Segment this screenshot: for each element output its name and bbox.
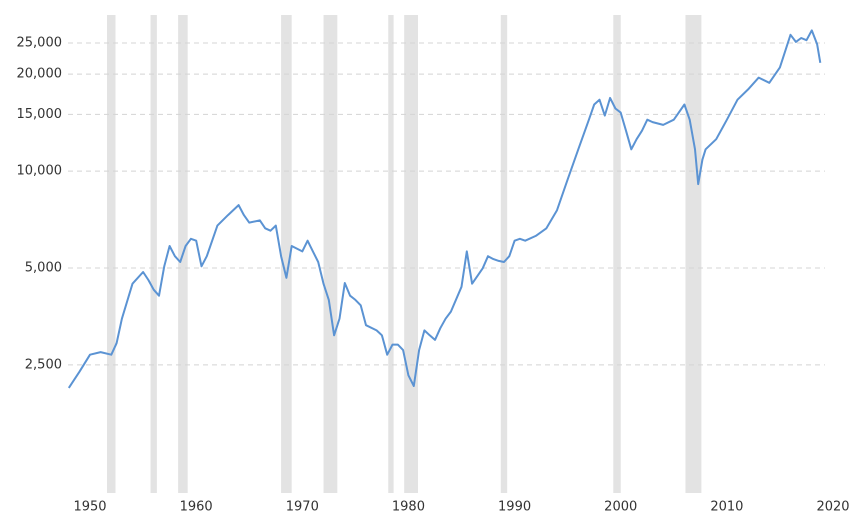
y-tick-label: 25,000 [17, 35, 63, 50]
x-tick-label: 1980 [392, 500, 425, 515]
y-tick-label: 10,000 [17, 164, 63, 179]
shaded-range [613, 15, 621, 493]
y-tick-label: 15,000 [17, 107, 63, 122]
shaded-range [107, 15, 116, 493]
x-tick-label: 1950 [73, 500, 106, 515]
shaded-range [281, 15, 292, 493]
shaded-range [500, 15, 508, 493]
x-tick-label: 1990 [498, 500, 531, 515]
x-tick-label: 2000 [604, 500, 637, 515]
x-tick-label: 2020 [816, 500, 849, 515]
x-tick-label: 1970 [286, 500, 319, 515]
shaded-range [685, 15, 702, 493]
shaded-range [404, 15, 418, 493]
y-tick-label: 2,500 [25, 357, 62, 372]
x-tick-label: 2010 [710, 500, 743, 515]
y-tick-label: 5,000 [25, 260, 62, 275]
shaded-range [323, 15, 338, 493]
shaded-range [150, 15, 157, 493]
shaded-range [388, 15, 394, 493]
x-tick-label: 1960 [180, 500, 213, 515]
data-line [67, 29, 822, 389]
y-tick-label: 20,000 [17, 67, 63, 82]
